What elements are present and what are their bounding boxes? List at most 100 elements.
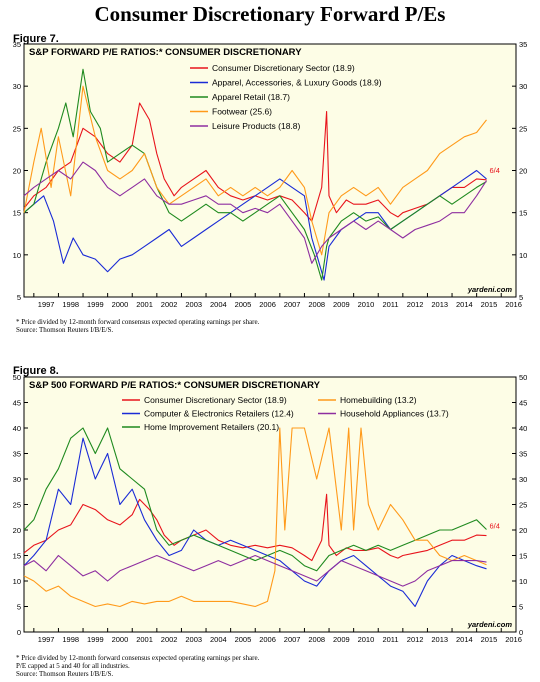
y-tick-label-left: 35 [13,40,21,49]
x-tick-label: 2015 [481,300,498,309]
x-tick-label: 2006 [259,635,276,644]
x-tick-label: 1999 [87,300,104,309]
chart-title: S&P 500 FORWARD P/E RATIOS:* CONSUMER DI… [29,380,321,391]
page-title: Consumer Discretionary Forward P/Es [94,2,446,26]
watermark: yardeni.com [467,620,513,629]
series-line [23,85,487,256]
series-line [23,161,487,264]
x-tick-label: 1998 [62,635,79,644]
x-tick-label: 1999 [87,635,104,644]
x-tick-label: 2013 [431,300,448,309]
x-tick-label: 2008 [308,300,325,309]
x-tick-label: 2008 [308,635,325,644]
x-tick-label: 2016 [505,635,522,644]
y-tick-label-right: 35 [519,450,527,459]
y-tick-label-left: 5 [17,293,21,302]
x-tick-label: 2016 [505,300,522,309]
x-tick-label: 2000 [112,635,129,644]
x-tick-label: 1997 [38,635,55,644]
y-tick-label-left: 45 [13,399,21,408]
figure-7-footnotes: * Price divided by 12-month forward cons… [16,318,536,334]
x-tick-label: 2011 [382,300,398,309]
y-tick-label-left: 20 [13,526,21,535]
x-tick-label: 2005 [235,635,252,644]
y-tick-label-right: 5 [519,293,523,302]
x-tick-label: 2003 [185,300,202,309]
legend-label: Household Appliances (13.7) [340,409,449,419]
figure-7-label: Figure 7. [13,33,59,45]
footnote-line: Source: Thomson Reuters I/B/E/S. [16,670,114,678]
x-tick-label: 2002 [161,300,178,309]
y-tick-label-right: 35 [519,40,527,49]
footnote-line: * Price divided by 12-month forward cons… [16,318,260,326]
x-tick-label: 2009 [333,635,350,644]
y-tick-label-right: 45 [519,399,527,408]
y-tick-label-right: 10 [519,577,527,586]
x-tick-label: 2007 [284,635,301,644]
watermark: yardeni.com [467,285,513,294]
date-annotation: 6/4 [489,166,499,175]
footnote-line: P/E capped at 5 and 40 for all industrie… [16,662,130,670]
figure-8-footnotes: * Price divided by 12-month forward cons… [16,654,536,678]
legend-label: Leisure Products (18.8) [212,121,301,131]
series-line [23,427,487,572]
y-tick-label-left: 10 [13,251,21,260]
y-tick-label-left: 50 [13,373,21,382]
legend-label: Homebuilding (13.2) [340,395,417,405]
x-tick-label: 2003 [185,635,202,644]
y-tick-label-left: 0 [17,628,21,637]
x-tick-label: 2010 [358,300,375,309]
legend-label: Apparel Retail (18.7) [212,92,290,102]
y-tick-label-right: 50 [519,373,527,382]
y-tick-label-left: 25 [13,501,21,510]
y-tick-label-left: 20 [13,167,21,176]
x-tick-label: 2002 [161,635,178,644]
x-tick-label: 2009 [333,300,350,309]
x-tick-label: 2004 [210,635,227,644]
chart-figure-8: 0 0 5 5 10 10 15 15 20 20 25 25 30 30 35 35 40 40 45 45 50 50… [13,373,528,644]
y-tick-label-right: 30 [519,82,527,91]
y-tick-label-right: 20 [519,167,527,176]
y-tick-label-left: 15 [13,552,21,561]
series-line [23,427,487,608]
y-tick-label-left: 35 [13,450,21,459]
x-tick-label: 2012 [407,635,424,644]
date-annotation: 6/4 [489,522,499,531]
y-tick-label-right: 15 [519,209,527,218]
y-tick-label-left: 25 [13,124,21,133]
x-tick-label: 2007 [284,300,301,309]
y-tick-label-right: 30 [519,475,527,484]
x-tick-label: 2012 [407,300,424,309]
series-line [23,554,487,587]
x-tick-label: 2014 [456,300,473,309]
series-line [23,493,487,562]
x-tick-label: 2005 [235,300,252,309]
y-tick-label-right: 20 [519,526,527,535]
x-tick-label: 1998 [62,300,79,309]
series-line [23,437,487,608]
legend-label: Consumer Discretionary Sector (18.9) [212,63,355,73]
x-tick-label: 2010 [358,635,375,644]
x-tick-label: 2013 [431,635,448,644]
y-tick-label-left: 30 [13,475,21,484]
y-tick-label-left: 10 [13,577,21,586]
legend-label: Home Improvement Retailers (20.1) [144,422,279,432]
x-tick-label: 2006 [259,300,276,309]
y-tick-label-left: 15 [13,209,21,218]
x-tick-label: 1997 [38,300,55,309]
legend-label: Computer & Electronics Retailers (12.4) [144,409,294,419]
legend-label: Footwear (25.6) [212,107,272,117]
x-tick-label: 2014 [456,635,473,644]
y-tick-label-right: 10 [519,251,527,260]
x-tick-label: 2000 [112,300,129,309]
chart-title: S&P FORWARD P/E RATIOS:* CONSUMER DISCRE… [29,47,302,58]
chart-figure-7: 5 5 10 10 15 15 20 20 25 25 30 30 35 35 1997 1998 1999 20… [13,40,528,309]
series-line [23,68,487,281]
y-tick-label-right: 15 [519,552,527,561]
y-tick-label-left: 5 [17,603,21,612]
x-tick-label: 2004 [210,300,227,309]
y-tick-label-left: 40 [13,424,21,433]
x-tick-label: 2011 [382,635,398,644]
footnote-line: Source: Thomson Reuters I/B/E/S. [16,326,114,334]
legend-label: Apparel, Accessories, & Luxury Goods (18… [212,78,382,88]
